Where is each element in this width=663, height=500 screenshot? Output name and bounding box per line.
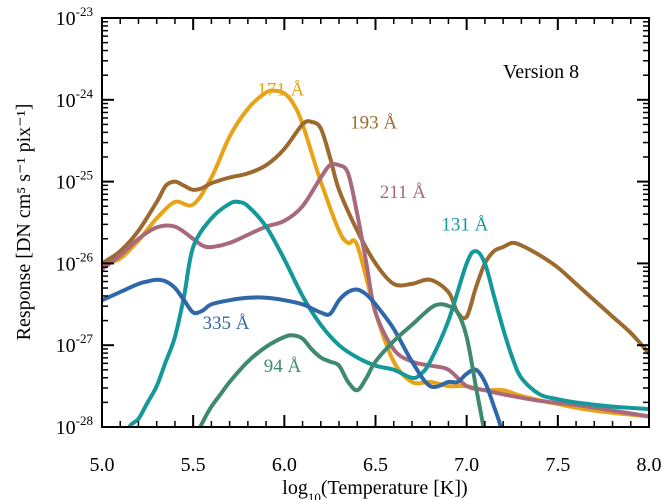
x-tick-label: 7.5 <box>545 454 570 476</box>
ticks-layer <box>101 17 650 428</box>
series-line-335 <box>102 277 503 427</box>
y-tick-label: 10-24 <box>56 86 94 112</box>
y-tick-label: 10-28 <box>56 413 93 439</box>
version-annotation: Version 8 <box>503 61 579 83</box>
x-tick-label: 6.0 <box>272 454 297 476</box>
series-label-211: 211 Å <box>380 182 427 203</box>
series-label-131: 131 Å <box>441 215 488 236</box>
series-layer <box>102 88 649 427</box>
y-tick-label: 10-25 <box>56 168 93 194</box>
labels-layer: 5.0 5.5 6.0 6.5 7.0 7.5 8.0 10-28 10-27 10-26 10-2… <box>56 4 662 476</box>
x-tick-label: 8.0 <box>637 454 662 476</box>
x-tick-label: 7.0 <box>454 454 479 476</box>
y-tick-label: 10-27 <box>56 331 94 357</box>
series-line-94 <box>198 302 486 427</box>
series-label-335: 335 Å <box>202 313 249 334</box>
series-label-94: 94 Å <box>264 356 302 377</box>
x-tick-label: 5.0 <box>90 454 115 476</box>
series-label-193: 193 Å <box>350 112 397 133</box>
y-axis-label: Response [DN cm⁵ s⁻¹ pix⁻¹] <box>13 104 35 341</box>
y-tick-label: 10-23 <box>56 4 93 30</box>
y-tick-label: 10-26 <box>56 249 94 275</box>
series-line-211 <box>102 161 649 419</box>
x-tick-label: 5.5 <box>181 454 206 476</box>
series-line-193 <box>102 119 649 356</box>
series-line-131 <box>127 199 649 427</box>
x-tick-label: 6.5 <box>363 454 388 476</box>
series-label-171: 171 Å <box>257 80 304 101</box>
x-axis-label: log10(Temperature [K]) <box>282 477 467 500</box>
